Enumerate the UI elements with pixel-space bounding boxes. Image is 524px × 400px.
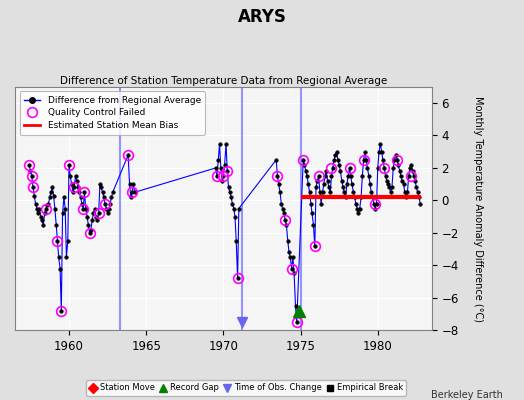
Title: Difference of Station Temperature Data from Regional Average: Difference of Station Temperature Data f… <box>60 76 387 86</box>
Text: ARYS: ARYS <box>237 8 287 26</box>
Y-axis label: Monthly Temperature Anomaly Difference (°C): Monthly Temperature Anomaly Difference (… <box>473 96 483 322</box>
Text: Berkeley Earth: Berkeley Earth <box>431 390 503 400</box>
Legend: Difference from Regional Average, Quality Control Failed, Estimated Station Mean: Difference from Regional Average, Qualit… <box>19 91 205 134</box>
Legend: Station Move, Record Gap, Time of Obs. Change, Empirical Break: Station Move, Record Gap, Time of Obs. C… <box>86 380 406 396</box>
